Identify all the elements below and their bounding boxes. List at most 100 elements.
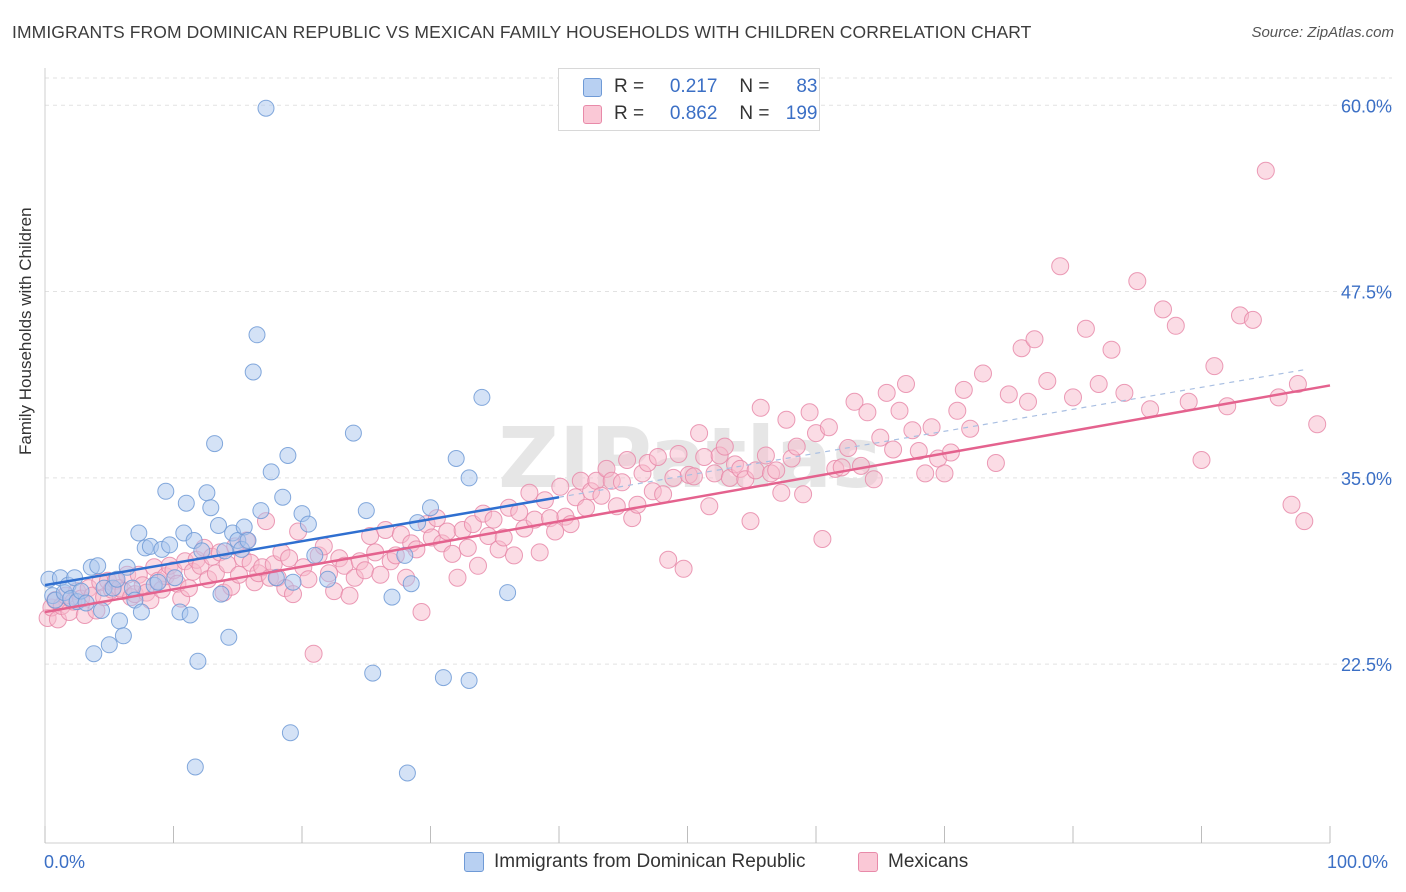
point-dominican xyxy=(279,447,297,464)
point-mexicans xyxy=(999,385,1018,404)
point-dominican xyxy=(398,764,416,782)
trend-dominican xyxy=(44,495,560,587)
point-mexicans xyxy=(890,401,909,420)
point-mexicans xyxy=(546,522,565,541)
point-dominican xyxy=(460,672,478,689)
y-tick-labels: 22.5% 35.0% 47.5% 60.0% xyxy=(1341,96,1392,675)
point-mexicans xyxy=(800,403,819,422)
point-mexicans xyxy=(448,568,467,587)
point-mexicans xyxy=(705,464,724,483)
point-mexicans xyxy=(376,521,395,539)
x-tick-max: 100.0% xyxy=(1327,852,1389,872)
point-dominican xyxy=(206,435,224,453)
point-dominican xyxy=(161,536,179,554)
point-dominican xyxy=(383,588,401,606)
point-dominican xyxy=(252,502,270,520)
point-dominican xyxy=(248,326,266,344)
point-mexicans xyxy=(1218,397,1237,416)
bottom-legend-dominican: Immigrants from Dominican Republic xyxy=(464,851,806,873)
point-mexicans xyxy=(877,383,896,402)
point-dominican xyxy=(262,463,280,481)
y-tick-label: 35.0% xyxy=(1341,469,1392,489)
point-dominican xyxy=(244,363,262,381)
legend-r-value: 0.862 xyxy=(669,103,718,124)
bottom-legend-mexicans: Mexicans xyxy=(858,851,968,873)
point-mexicans xyxy=(794,485,813,504)
legend-row-dominican: R = 0.217 N = 83 xyxy=(583,75,818,99)
legend-n-value: 199 xyxy=(785,103,818,124)
point-mexicans xyxy=(628,495,647,514)
point-mexicans xyxy=(1269,388,1288,407)
axes xyxy=(44,68,1331,844)
point-dominican xyxy=(132,603,150,621)
point-mexicans xyxy=(1089,375,1108,393)
point-mexicans xyxy=(648,448,667,466)
point-mexicans xyxy=(1282,495,1301,514)
point-dominican xyxy=(166,569,184,587)
point-dominican xyxy=(402,575,420,593)
point-mexicans xyxy=(438,522,457,541)
bottom-legend-swatch-blue xyxy=(464,852,484,872)
point-dominican xyxy=(157,482,175,500)
point-mexicans xyxy=(469,556,487,575)
legend-n-label: N = xyxy=(739,103,770,124)
point-mexicans xyxy=(654,485,673,504)
point-dominican xyxy=(212,585,230,603)
point-dominican xyxy=(460,469,478,487)
point-mexicans xyxy=(922,418,941,437)
point-mexicans xyxy=(505,546,523,565)
point-dominican xyxy=(281,724,299,742)
point-mexicans xyxy=(494,528,513,547)
point-mexicans xyxy=(1166,316,1185,335)
point-mexicans xyxy=(361,527,380,545)
point-mexicans xyxy=(484,510,503,529)
point-mexicans xyxy=(1051,257,1070,276)
point-mexicans xyxy=(1256,161,1275,180)
point-mexicans xyxy=(903,421,922,440)
point-mexicans xyxy=(1012,339,1031,358)
point-mexicans xyxy=(1205,357,1224,376)
legend-r-value: 0.217 xyxy=(669,76,718,97)
point-mexicans xyxy=(1102,340,1121,359)
legend-swatch-pink xyxy=(583,104,602,124)
point-dominican xyxy=(499,584,517,602)
point-mexicans xyxy=(684,467,703,486)
point-mexicans xyxy=(1288,375,1307,393)
point-mexicans xyxy=(690,424,709,443)
point-mexicans xyxy=(954,380,973,399)
point-mexicans xyxy=(299,570,318,589)
trend-mexicans xyxy=(44,384,1331,614)
point-dominican xyxy=(447,450,465,467)
series-dominican xyxy=(40,99,517,782)
point-mexicans xyxy=(916,464,935,483)
y-tick-label: 60.0% xyxy=(1341,96,1392,116)
point-dominican xyxy=(114,627,132,645)
point-mexicans xyxy=(664,468,683,487)
legend-row-mexicans: R = 0.862 N = 199 xyxy=(583,102,818,126)
point-mexicans xyxy=(767,461,786,480)
point-mexicans xyxy=(948,401,967,420)
point-mexicans xyxy=(884,440,903,459)
point-mexicans xyxy=(813,530,832,548)
point-dominican xyxy=(319,570,337,588)
point-mexicans xyxy=(741,512,760,531)
point-dominican xyxy=(299,515,317,533)
point-mexicans xyxy=(1243,310,1262,329)
point-mexicans xyxy=(974,364,992,383)
bottom-legend-label-mexicans: Mexicans xyxy=(888,851,969,872)
trend-dominican-extension xyxy=(558,369,1305,498)
point-mexicans xyxy=(356,561,374,580)
point-dominican xyxy=(239,532,257,549)
point-mexicans xyxy=(669,445,688,463)
point-mexicans xyxy=(577,498,595,517)
point-dominican xyxy=(220,628,238,646)
point-mexicans xyxy=(1019,392,1037,411)
point-mexicans xyxy=(845,392,864,411)
point-dominican xyxy=(306,546,324,564)
point-dominican xyxy=(100,636,118,654)
point-mexicans xyxy=(674,559,693,578)
point-mexicans xyxy=(1025,330,1044,349)
point-dominican xyxy=(189,652,207,670)
point-mexicans xyxy=(458,538,477,557)
point-dominican xyxy=(422,499,439,517)
